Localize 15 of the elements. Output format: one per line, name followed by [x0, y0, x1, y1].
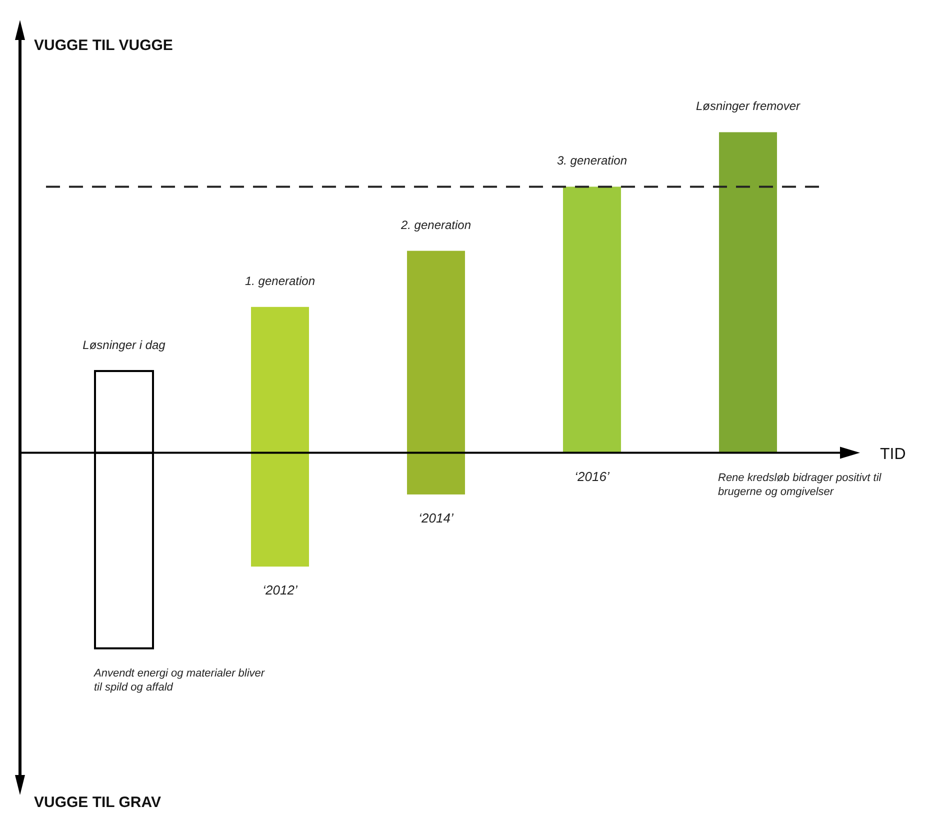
bar [719, 132, 777, 453]
bar [563, 186, 621, 453]
x-tick-label: 1. generation [244, 274, 316, 288]
x-axis-title: TID [880, 446, 906, 463]
annotation: ‘2012’ [262, 582, 298, 598]
text: VUGGE TIL GRAV [34, 794, 161, 811]
text: VUGGE TIL VUGGE [34, 37, 173, 54]
annotation: Anvendt energi og materialer bliver til spild og affald [93, 667, 266, 694]
x-tick-label: Løsninger fremover [696, 99, 802, 114]
x-tick-label: 2. generation [400, 218, 472, 232]
x-tick-label: 3. generation [556, 154, 628, 168]
annotation: ‘2016’ [574, 468, 610, 484]
annotation: ‘2014’ [418, 510, 454, 526]
x-tick-label: Løsninger i dag [82, 338, 166, 352]
annotation: Rene kredsløb bidrager positivt til brugerne og omgivelser [718, 472, 882, 498]
